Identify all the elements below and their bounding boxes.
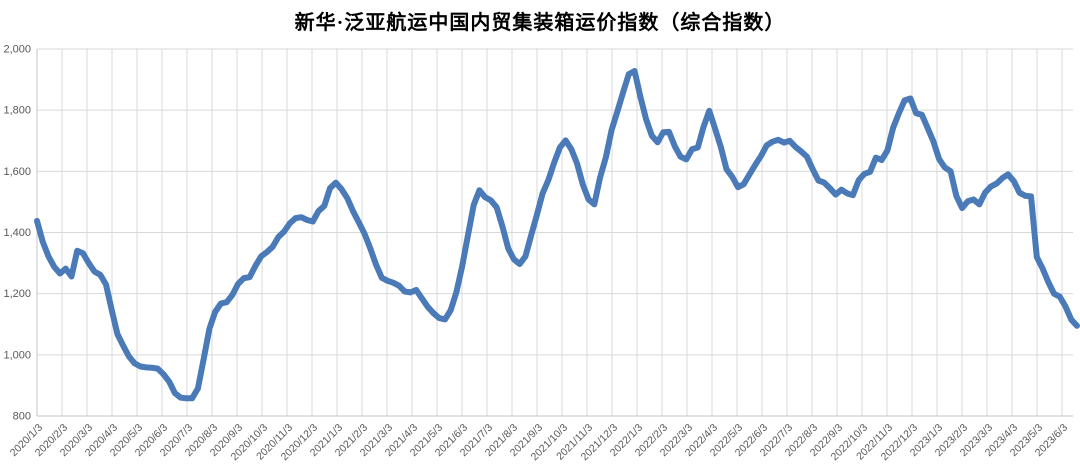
chart-title: 新华·泛亚航运中国内贸集装箱运价指数（综合指数） [294,12,786,34]
freight-index-series-line [34,68,1080,402]
y-axis-tick-label: 1,000 [3,349,31,361]
y-axis-tick-label: 1,800 [3,105,31,117]
y-axis-tick-label: 1,400 [3,227,31,239]
y-axis-tick-label: 2,000 [3,44,31,56]
y-axis-tick-label: 1,600 [3,166,31,178]
y-axis-tick-label: 1,200 [3,288,31,300]
y-axis-tick-label: 800 [13,411,31,423]
